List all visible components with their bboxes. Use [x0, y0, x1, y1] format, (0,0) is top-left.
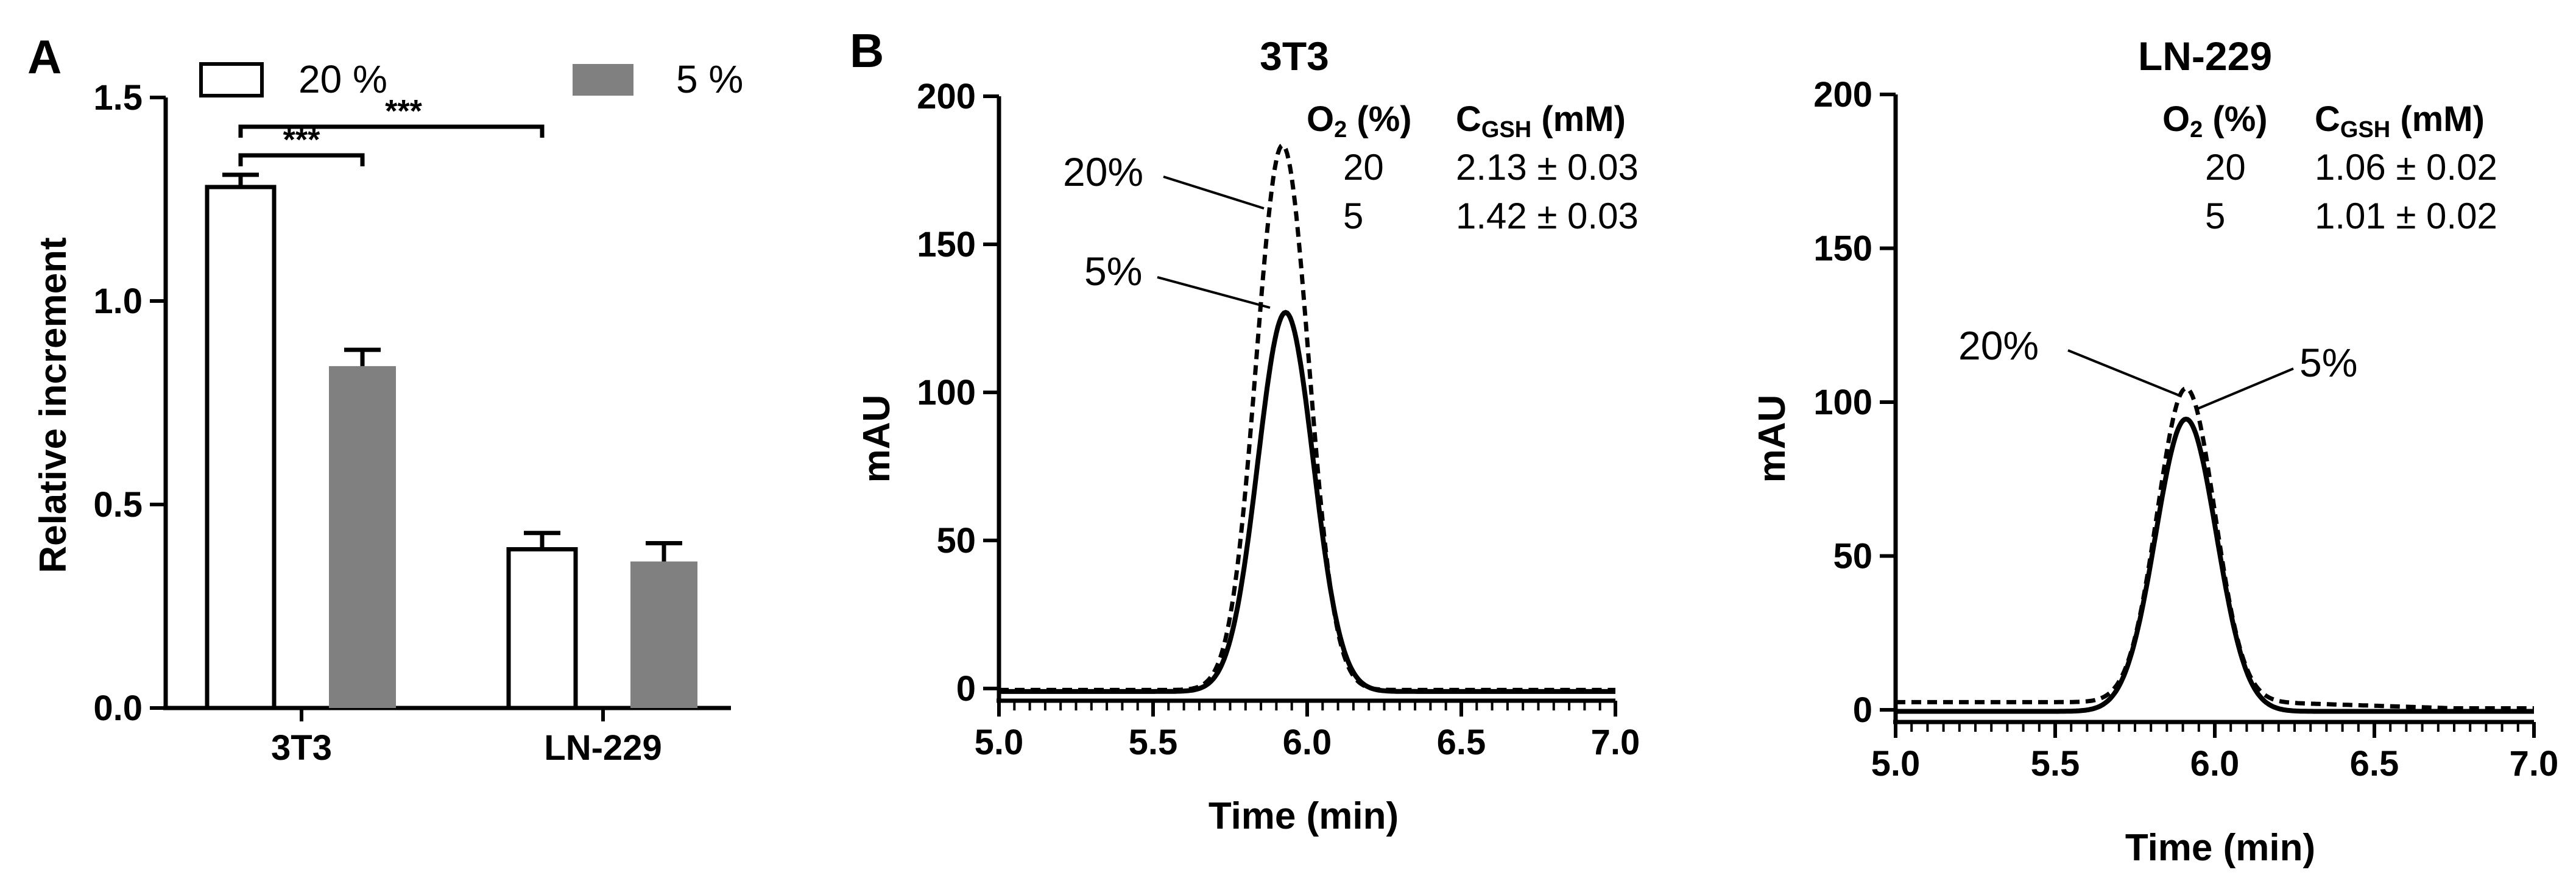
sig-bracket-2	[238, 124, 545, 138]
panel-a-letter: A	[27, 30, 62, 83]
chart-3t3-axes: 0 50 100 150 200 5.0 5.5 6.0 6.5 7.0	[917, 77, 1640, 762]
chart-ln229-table: O2 (%) CGSH (mM) 20 1.06 ± 0.02 5 1.01 ±…	[2162, 99, 2497, 236]
callout-3t3-5-leader	[1157, 276, 1271, 309]
callout-3t3-20: 20%	[1063, 149, 1143, 194]
chart-3t3-y-title: mAU	[856, 395, 898, 483]
trace-20%	[1896, 386, 2534, 710]
y-tick-label: 0.5	[93, 485, 143, 525]
y-tick-label: 150	[917, 225, 976, 264]
x-tick-label: LN-229	[544, 728, 662, 768]
trace-5%	[999, 310, 1615, 694]
y-tick-label: 0	[1853, 690, 1872, 730]
y-tick-label: 100	[917, 373, 976, 412]
x-tick-label: 6.5	[2350, 744, 2399, 784]
table-ln229-row2-o2: 5	[2205, 196, 2225, 236]
table-3t3-row1-c: 2.13 ± 0.03	[1456, 147, 1639, 188]
bar-3T3-20 %	[205, 185, 277, 710]
x-tick-label: 5.0	[1871, 744, 1921, 784]
table-3t3-row2-c: 1.42 ± 0.03	[1456, 196, 1639, 236]
table-3t3-row1-o2: 20	[1343, 147, 1384, 188]
legend-label-5: 5 %	[676, 57, 743, 101]
bar-LN-229-5 %	[630, 561, 697, 708]
chart-3t3-x-title: Time (min)	[1209, 795, 1399, 837]
y-tick-label: 200	[917, 77, 976, 116]
table-3t3-col1-head: O2 (%)	[1307, 99, 1412, 143]
chart-ln229-x-title: Time (min)	[2125, 827, 2315, 869]
panel-a-y-title: Relative increment	[32, 237, 74, 573]
panel-b-ln229: LN-229 0 50 100 150 200 5.0 5.5 6.0 6.5 7.0 mAU T…	[1751, 34, 2558, 869]
x-tick-label: 5.5	[1129, 723, 1178, 762]
sig-bracket-1	[238, 153, 365, 166]
panel-b-3t3: B 3T3 0 50 100 150 200 5.0 5.5 6.0 6.5 7.0 mAU Ti…	[850, 24, 1640, 837]
y-tick-label: 1.5	[93, 78, 143, 118]
y-tick-label: 50	[1833, 537, 1872, 576]
callout-ln229-5-leader	[2195, 367, 2294, 411]
chart-ln229-callouts: 20% 5%	[1958, 323, 2357, 411]
table-ln229-row1-o2: 20	[2205, 147, 2246, 188]
chart-3t3-callouts: 20% 5%	[1063, 149, 1271, 309]
trace-5%	[1896, 416, 2534, 714]
table-ln229-row1-c: 1.06 ± 0.02	[2315, 147, 2497, 188]
table-ln229-row2-c: 1.01 ± 0.02	[2315, 196, 2497, 236]
x-tick-label: 6.0	[1283, 723, 1332, 762]
x-tick-label: 6.0	[2190, 744, 2240, 784]
chart-3t3-table: O2 (%) CGSH (mM) 20 2.13 ± 0.03 5 1.42 ±…	[1307, 99, 1639, 236]
y-tick-label: 150	[1813, 229, 1872, 269]
table-ln229-col1-head: O2 (%)	[2162, 99, 2268, 143]
bar-LN-229-20 %	[506, 547, 578, 710]
y-tick-label: 1.0	[93, 281, 143, 321]
panel-a-legend: 20 % 5 %	[199, 57, 743, 101]
panel-b-letter: B	[850, 24, 884, 77]
significance-brackets: ******	[238, 94, 545, 166]
chart-ln229-y-title: mAU	[1751, 395, 1793, 483]
chart-3t3-traces	[999, 143, 1615, 694]
table-3t3-col2-head: CGSH (mM)	[1456, 99, 1626, 143]
chart-ln229-title: LN-229	[2138, 34, 2272, 79]
x-tick-label: 7.0	[1591, 723, 1640, 762]
sig-label-2: ***	[385, 94, 422, 129]
callout-ln229-20: 20%	[1958, 323, 2039, 368]
x-tick-label: 7.0	[2510, 744, 2559, 784]
y-tick-label: 0.0	[93, 689, 143, 728]
y-tick-label: 200	[1813, 75, 1872, 115]
panel-a-axes: 0.0 0.5 1.0 1.5 3T3 LN-229	[93, 78, 731, 768]
x-tick-label: 5.5	[2031, 744, 2080, 784]
callout-3t3-5: 5%	[1084, 249, 1142, 294]
legend-label-20: 20 %	[298, 57, 387, 101]
chart-3t3-title: 3T3	[1260, 34, 1329, 79]
x-tick-label: 3T3	[271, 728, 332, 768]
legend-swatch-20	[199, 62, 264, 97]
table-3t3-row2-o2: 5	[1343, 196, 1363, 236]
legend-swatch-5	[573, 64, 633, 96]
y-tick-label: 50	[936, 521, 976, 561]
bar-3T3-5 %	[329, 366, 396, 708]
chart-ln229-traces	[1896, 386, 2534, 714]
x-tick-label: 5.0	[975, 723, 1024, 762]
x-tick-label: 6.5	[1437, 723, 1486, 762]
callout-ln229-20-leader	[2067, 349, 2181, 397]
chart-ln229-axes: 0 50 100 150 200 5.0 5.5 6.0 6.5 7.0	[1813, 75, 2558, 784]
table-ln229-col2-head: CGSH (mM)	[2315, 99, 2485, 143]
callout-ln229-5: 5%	[2299, 340, 2357, 385]
callout-3t3-20-leader	[1163, 175, 1265, 210]
y-tick-label: 100	[1813, 383, 1872, 422]
panel-a-bars: ******	[205, 94, 697, 710]
y-tick-label: 0	[956, 669, 976, 709]
